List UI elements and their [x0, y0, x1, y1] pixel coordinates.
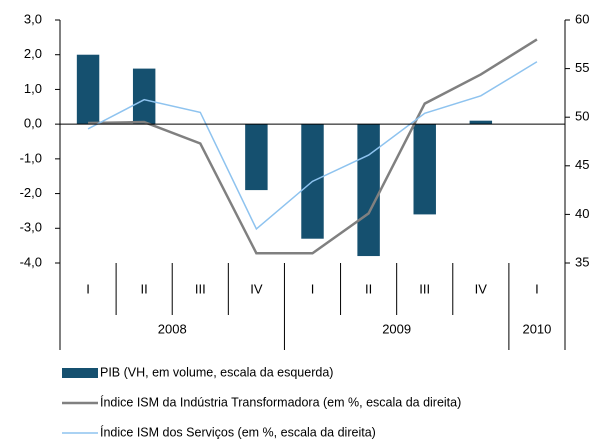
bar	[413, 124, 436, 215]
x-group-label: 2009	[382, 321, 411, 336]
x-group-label: 2008	[158, 321, 187, 336]
y-tick-label: -3,0	[20, 220, 42, 235]
y-tick-label: 0,0	[24, 116, 42, 131]
x-tick-label: IV	[475, 281, 488, 296]
y2-tick-label: 55	[575, 60, 589, 75]
line	[87, 61, 538, 231]
y-tick-label: -2,0	[20, 185, 42, 200]
x-tick-label: I	[535, 281, 539, 296]
y2-tick-label: 60	[575, 11, 589, 26]
x-tick-label: III	[419, 281, 430, 296]
y2-tick-label: 50	[575, 109, 589, 124]
x-tick-label: III	[195, 281, 206, 296]
y2-tick-label: 40	[575, 206, 589, 221]
bar	[357, 124, 380, 257]
legend-label: Índice ISM da Indústria Transformadora (…	[100, 394, 461, 409]
bar	[469, 120, 493, 125]
y-tick-label: 1,0	[24, 81, 42, 96]
x-tick-label: II	[141, 281, 148, 296]
legend-label: PIB (VH, em volume, escala da esquerda)	[100, 365, 333, 379]
legend-label: Índice ISM dos Serviços (em %, escala da…	[100, 424, 376, 439]
legend-swatch	[62, 368, 98, 378]
bar	[76, 54, 100, 125]
y-tick-label: -1,0	[20, 150, 42, 165]
x-tick-label: II	[365, 281, 372, 296]
y-tick-label: -4,0	[20, 254, 42, 269]
bar	[245, 124, 268, 191]
x-group-label: 2010	[522, 321, 551, 336]
bar	[132, 68, 156, 125]
y-tick-label: 3,0	[24, 11, 42, 26]
y-tick-label: 2,0	[24, 46, 42, 61]
y2-tick-label: 35	[575, 254, 589, 269]
x-tick-label: I	[86, 281, 90, 296]
x-tick-label: I	[311, 281, 315, 296]
x-tick-label: IV	[250, 281, 263, 296]
line	[88, 38, 538, 255]
y2-tick-label: 45	[575, 157, 589, 172]
